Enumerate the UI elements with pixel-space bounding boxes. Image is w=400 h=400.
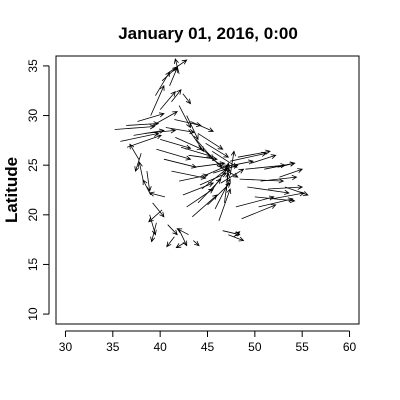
wind-vector-arrow: [213, 164, 239, 174]
wind-vector-arrow: [205, 142, 230, 158]
wind-vector-arrow: [188, 154, 218, 162]
wind-vector-arrow: [237, 149, 271, 158]
x-tick-label: 45: [201, 340, 215, 354]
wind-vector-arrow: [197, 133, 224, 150]
wind-vector-arrow: [148, 209, 163, 223]
wind-vector-arrow: [260, 175, 298, 182]
wind-vector-arrow: [241, 204, 277, 220]
y-tick-label: 35: [26, 59, 40, 73]
wind-vector-arrow: [222, 230, 241, 237]
wind-vector-arrow: [228, 234, 245, 242]
wind-vector-arrow: [218, 188, 232, 221]
x-tick-label: 50: [248, 340, 262, 354]
wind-vector-arrow: [250, 154, 277, 164]
wind-vector-arrow: [179, 173, 209, 182]
wind-vector-arrow: [160, 139, 192, 150]
wind-vector-arrow: [229, 150, 236, 176]
wind-vector-arrow: [156, 148, 192, 161]
vector-layer: [114, 58, 309, 249]
wind-vector-arrow: [150, 222, 157, 243]
wind-vector-arrow: [207, 182, 231, 206]
wind-vector-arrow: [279, 168, 304, 178]
wind-vector-arrow: [126, 134, 162, 148]
wind-vector-arrow: [193, 240, 200, 247]
wind-vector-arrow: [174, 119, 202, 127]
wind-vector-arrow: [169, 67, 178, 86]
wind-vector-arrow: [120, 131, 160, 142]
wind-vector-arrow: [171, 170, 207, 180]
wind-vector-arrow: [126, 121, 160, 127]
wind-vector-arrow: [235, 195, 275, 208]
wind-vector-arrow: [222, 159, 254, 168]
wind-vector-arrow: [166, 236, 175, 248]
wind-vector-arrow: [176, 228, 189, 236]
x-tick-label: 55: [296, 340, 310, 354]
wind-vector-arrow: [239, 178, 285, 184]
wind-vector-arrow: [233, 231, 241, 238]
wind-vector-arrow: [188, 129, 205, 153]
y-axis-label: Latitude: [2, 157, 21, 223]
wind-vector-arrow: [180, 146, 213, 158]
wind-vector-arrow: [142, 179, 152, 196]
wind-vector-arrow: [159, 90, 176, 110]
wind-vector-arrow: [186, 115, 199, 141]
wind-vector-arrow: [247, 186, 290, 195]
wind-vector-arrow: [173, 58, 180, 74]
wind-vector-arrow: [152, 202, 165, 218]
wind-vector-arrow: [284, 186, 309, 196]
wind-vector-arrow: [268, 184, 304, 190]
y-tick-label: 20: [26, 208, 40, 222]
x-tick-label: 35: [106, 340, 120, 354]
wind-vector-arrow: [277, 161, 296, 168]
x-tick-label: 40: [153, 340, 167, 354]
wind-vector-arrow: [194, 161, 226, 168]
wind-vector-arrow: [182, 182, 215, 196]
y-axis: 10 15 20 25 30 35: [26, 59, 50, 321]
wind-vector-arrow: [152, 111, 179, 126]
y-tick-label: 25: [26, 158, 40, 172]
y-tick-label: 15: [26, 257, 40, 271]
wind-vector-arrow: [137, 112, 165, 122]
wind-vector-arrow: [199, 172, 228, 186]
wind-vector-arrow: [114, 124, 156, 130]
wind-vector-arrow: [182, 93, 192, 105]
wind-vector-arrow: [171, 88, 182, 102]
wind-vector-arrow: [192, 194, 218, 218]
wind-vector-arrow: [258, 197, 294, 208]
wind-vector-arrow: [150, 84, 165, 116]
wind-vector-arrow: [190, 121, 215, 132]
wind-vector-arrow: [129, 143, 140, 161]
x-axis: 30 35 40 45 50 55 60: [59, 330, 357, 354]
wind-vector-arrow: [175, 242, 186, 249]
y-tick-label: 30: [26, 109, 40, 123]
wind-vector-arrow: [169, 59, 188, 73]
x-tick-label: 60: [343, 340, 357, 354]
wind-vector-arrow: [146, 171, 152, 192]
y-tick-label: 10: [26, 307, 40, 321]
wind-vector-arrow: [220, 168, 245, 184]
wind-vector-arrow: [175, 137, 203, 150]
wind-vector-arrow: [134, 153, 142, 172]
chart-title: January 01, 2016, 0:00: [118, 24, 298, 43]
wind-vector-arrow: [167, 224, 178, 236]
x-tick-label: 30: [59, 340, 73, 354]
plot-area-frame: [55, 55, 360, 325]
wind-vector-arrow: [148, 191, 165, 198]
wind-vector-arrow: [165, 127, 196, 135]
wind-vector-arrow: [144, 128, 177, 134]
wind-vector-arrow: [137, 161, 144, 181]
wind-vector-arrow: [163, 158, 197, 169]
wind-vector-arrow: [178, 105, 191, 129]
